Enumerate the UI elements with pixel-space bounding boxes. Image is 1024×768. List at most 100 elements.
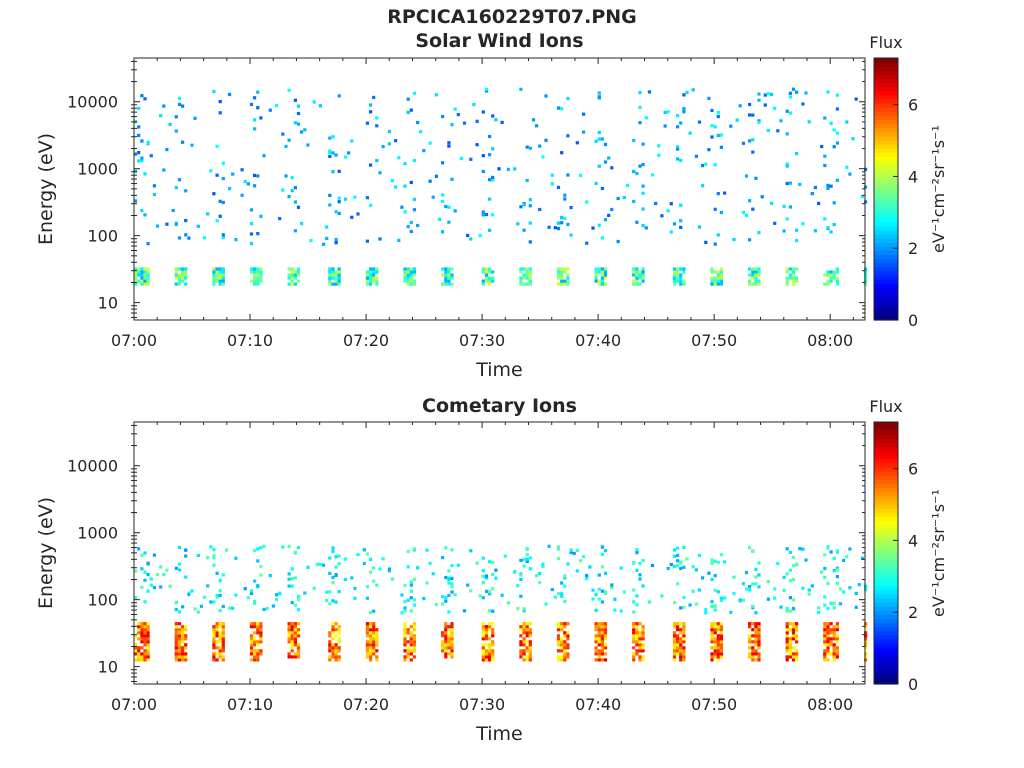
heatmap-cell — [256, 174, 260, 178]
heatmap-cell — [597, 130, 601, 135]
heatmap-cell — [488, 658, 492, 662]
heatmap-cell — [328, 276, 332, 280]
heatmap-cell — [337, 646, 341, 650]
heatmap-cell — [143, 652, 147, 656]
heatmap-cell — [770, 201, 774, 205]
heatmap-cell — [826, 279, 830, 283]
heatmap-cell — [716, 270, 720, 274]
heatmap-cell — [212, 89, 216, 94]
heatmap-cell — [660, 594, 664, 598]
heatmap-cell — [146, 652, 150, 656]
heatmap-cell — [249, 241, 254, 246]
heatmap-cell — [174, 628, 178, 632]
heatmap-cell — [177, 643, 182, 647]
x-tick-label: 08:00 — [807, 695, 853, 714]
heatmap-cell — [318, 562, 322, 566]
heatmap-cell — [334, 634, 338, 638]
heatmap-cell — [788, 640, 792, 644]
heatmap-cell — [826, 631, 830, 635]
heatmap-cell — [541, 562, 545, 566]
heatmap-cell — [766, 128, 770, 132]
heatmap-cell — [181, 104, 185, 108]
heatmap-cell — [754, 628, 758, 632]
heatmap-cell — [748, 267, 752, 271]
heatmap-cell — [337, 196, 341, 200]
heatmap-cell — [484, 574, 489, 578]
heatmap-cell — [522, 625, 526, 629]
heatmap-cell — [372, 643, 376, 647]
heatmap-cell — [591, 226, 595, 230]
colorbar-step — [874, 434, 898, 439]
heatmap-cell — [256, 628, 260, 632]
colorbar-step — [874, 528, 898, 534]
heatmap-cell — [447, 205, 451, 209]
heatmap-cell — [632, 588, 636, 592]
heatmap-cell — [174, 129, 178, 133]
heatmap-cell — [644, 116, 648, 120]
heatmap-cell — [221, 658, 225, 662]
heatmap-cell — [638, 646, 642, 650]
heatmap-cell — [369, 163, 373, 167]
heatmap-cell — [657, 144, 661, 148]
heatmap-cell — [234, 238, 238, 242]
heatmap-cell — [635, 634, 639, 638]
heatmap-cell — [221, 273, 225, 277]
heatmap-cell — [162, 573, 166, 577]
heatmap-cell — [541, 155, 545, 159]
heatmap-cell — [444, 640, 448, 644]
heatmap-cell — [635, 637, 639, 641]
heatmap-cell — [494, 568, 498, 572]
heatmap-cell — [525, 631, 529, 635]
heatmap-cell — [716, 560, 720, 565]
heatmap-cell — [146, 640, 150, 644]
heatmap-cell — [638, 649, 642, 653]
heatmap-cell — [560, 628, 564, 632]
heatmap-cell — [635, 652, 639, 656]
colorbar-step — [874, 66, 898, 71]
heatmap-cell — [716, 233, 720, 237]
heatmap-cell — [218, 276, 222, 280]
heatmap-cell — [174, 625, 178, 629]
heatmap-cell — [137, 159, 141, 163]
heatmap-cell — [832, 128, 836, 132]
heatmap-cell — [563, 279, 567, 283]
heatmap-cell — [638, 634, 642, 638]
heatmap-cell — [791, 282, 796, 286]
heatmap-cell — [848, 547, 852, 551]
heatmap-cell — [741, 582, 745, 586]
heatmap-cell — [331, 599, 335, 603]
heatmap-cell — [181, 140, 185, 144]
heatmap-cell — [538, 144, 542, 148]
heatmap-cell — [400, 611, 404, 615]
heatmap-cell — [212, 267, 216, 271]
heatmap-cell — [215, 279, 219, 283]
heatmap-cell — [343, 557, 348, 561]
heatmap-cell — [331, 575, 335, 579]
heatmap-cell — [337, 631, 341, 635]
heatmap-cell — [177, 279, 182, 283]
heatmap-cell — [710, 600, 714, 604]
heatmap-cell — [600, 589, 604, 593]
colorbar-step — [874, 213, 898, 219]
heatmap-cell — [447, 646, 451, 650]
heatmap-cell — [682, 279, 686, 283]
heatmap-cell — [738, 599, 742, 603]
heatmap-cell — [400, 205, 404, 209]
heatmap-cell — [331, 170, 335, 174]
heatmap-cell — [296, 270, 301, 274]
heatmap-cell — [259, 637, 263, 641]
heatmap-cell — [864, 634, 868, 638]
heatmap-cell — [641, 184, 645, 188]
heatmap-cell — [600, 552, 604, 557]
heatmap-cell — [603, 142, 608, 147]
heatmap-cell — [409, 596, 413, 600]
heatmap-cell — [757, 561, 761, 565]
heatmap-cell — [644, 226, 648, 230]
heatmap-cell — [369, 658, 373, 662]
heatmap-cell — [484, 89, 489, 93]
heatmap-cell — [600, 236, 604, 240]
heatmap-cell — [864, 584, 868, 588]
heatmap-cell — [594, 139, 598, 143]
heatmap-cell — [826, 652, 830, 656]
heatmap-cell — [259, 270, 263, 274]
